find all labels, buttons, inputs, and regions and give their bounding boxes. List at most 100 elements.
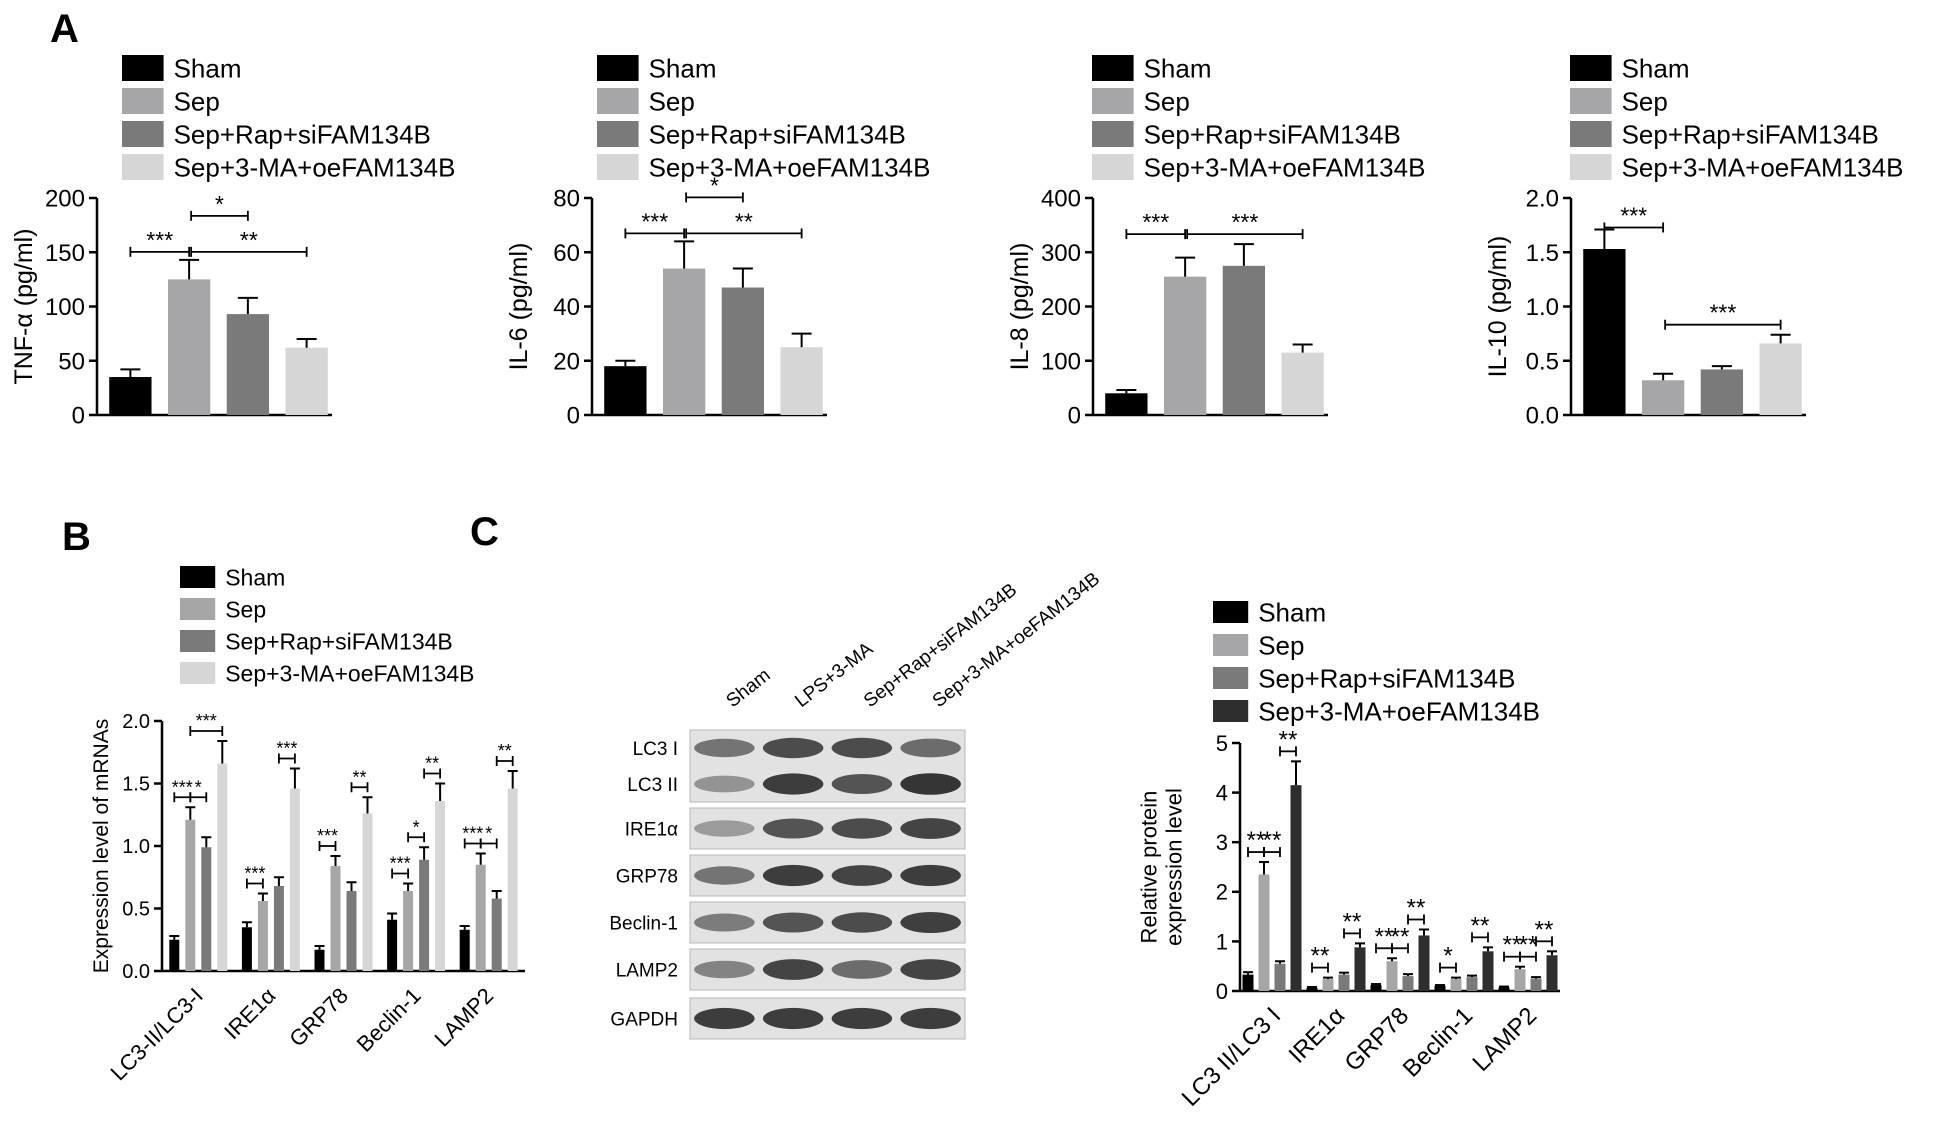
chart-c-bar <box>1242 974 1254 991</box>
chart-b-bar <box>314 949 325 971</box>
chart-a1-legend-label: Sep+3-MA+oeFAM134B <box>174 152 456 182</box>
chart-a3-significance-label: *** <box>1231 209 1258 235</box>
chart-a3-bar <box>1222 265 1266 415</box>
chart-a2-legend-swatch <box>597 88 639 114</box>
chart-c-y-tick-label: 5 <box>1216 731 1228 756</box>
blot-band-label: LC3 II <box>627 775 678 796</box>
chart-a2-y-tick-label: 60 <box>553 240 580 267</box>
chart-a3-legend-label: Sep+3-MA+oeFAM134B <box>1144 152 1426 182</box>
chart-a2-y-tick-label: 20 <box>553 348 580 375</box>
chart-b-bar <box>346 891 357 971</box>
chart-c-bar <box>1290 785 1302 991</box>
chart-a4-significance-label: *** <box>1620 202 1647 228</box>
chart-a2-legend-label: Sham <box>649 53 717 83</box>
chart-b-bar <box>475 864 486 971</box>
chart-c-significance-label: ** <box>1391 923 1410 950</box>
blot-band-label: Beclin-1 <box>609 914 678 935</box>
chart-b-significance-label: ** <box>498 741 512 761</box>
chart-c-significance-label: ** <box>1407 894 1426 921</box>
chart-a4-y-tick-label: 0.5 <box>1526 348 1559 375</box>
chart-a3-y-tick-label: 0 <box>1068 403 1081 430</box>
chart-a1-y-tick-label: 0 <box>72 403 85 430</box>
chart-b-significance-label: *** <box>462 824 483 844</box>
chart-b-bar <box>330 866 341 971</box>
chart-c-legend-label: Sep+Rap+siFAM134B <box>1258 663 1515 693</box>
chart-a1-bar <box>285 347 328 415</box>
chart-c-y-tick-label: 4 <box>1216 781 1228 806</box>
chart-c-y-axis-label: expression level <box>1162 788 1187 946</box>
chart-a1-legend-swatch <box>122 121 164 147</box>
blot-band <box>762 818 824 839</box>
chart-c-bar <box>1482 951 1494 991</box>
blot-band-label: LC3 I <box>633 739 678 760</box>
chart-a1-legend-label: Sep <box>174 86 220 116</box>
chart-b-bar <box>362 813 373 971</box>
chart-a3-legend-label: Sham <box>1144 53 1212 83</box>
chart-c-y-tick-label: 3 <box>1216 830 1228 855</box>
chart-a2-significance-label: * <box>710 172 719 198</box>
blot-band <box>762 737 824 759</box>
chart-b-x-tick-label: Beclin-1 <box>352 983 426 1057</box>
chart-b-x-tick-label: LAMP2 <box>430 983 499 1052</box>
chart-a2-bar <box>721 287 765 415</box>
chart-b-bar <box>435 801 446 971</box>
chart-a1-y-tick-label: 100 <box>45 294 85 321</box>
chart-b-significance-label: *** <box>244 864 265 884</box>
blot-band <box>694 866 755 885</box>
chart-b-legend-label: Sep+Rap+siFAM134B <box>225 628 453 654</box>
chart-a4-bar <box>1700 369 1744 415</box>
chart-c-legend-label: Sep <box>1258 630 1304 660</box>
chart-a1-y-tick-label: 50 <box>58 348 85 375</box>
chart-a2-bar <box>604 366 647 415</box>
chart-a3-legend-label: Sep <box>1144 86 1190 116</box>
blot-band <box>694 820 755 837</box>
blot-band <box>762 1007 824 1030</box>
chart-c-bar <box>1434 986 1446 991</box>
chart-b-y-tick-label: 0.0 <box>122 961 150 983</box>
chart-a3-bar <box>1281 352 1324 415</box>
chart-b-bar <box>185 819 196 971</box>
chart-b-legend-swatch <box>180 630 216 652</box>
chart-a2-y-tick-label: 80 <box>553 186 580 213</box>
blot-band <box>831 774 893 794</box>
chart-c-legend-label: Sham <box>1258 597 1326 627</box>
blot-band <box>762 959 824 980</box>
chart-a4-y-axis-label: IL-10 (pg/ml) <box>1484 236 1512 378</box>
chart-a3-y-axis-label: IL-8 (pg/ml) <box>1006 243 1034 371</box>
chart-b-bar <box>459 929 470 971</box>
chart-a1-bar <box>226 314 270 415</box>
chart-c-legend-swatch <box>1213 700 1249 722</box>
chart-c-bar <box>1354 947 1366 991</box>
chart-a1-legend-label: Sep+Rap+siFAM134B <box>174 119 431 149</box>
chart-a2-legend-swatch <box>597 154 639 180</box>
chart-b-y-tick-label: 0.5 <box>122 899 150 921</box>
blot-band <box>831 865 893 886</box>
blot-band <box>762 773 824 795</box>
chart-c-bar <box>1418 935 1430 991</box>
chart-a4-significance-label: *** <box>1709 300 1736 326</box>
chart-c-bar <box>1530 978 1542 991</box>
chart-a2-legend-swatch <box>597 55 639 81</box>
chart-b-bar <box>491 898 502 971</box>
chart-b-y-axis-label: Expression level of mRNAs <box>90 719 113 973</box>
blot-band <box>900 773 961 795</box>
chart-a1-legend-swatch <box>122 154 164 180</box>
chart-c-significance-label: ** <box>1375 923 1394 950</box>
blot-band <box>762 864 824 887</box>
chart-c-x-tick-label: LC3 II/LC3 I <box>1177 1002 1287 1112</box>
chart-c-bar <box>1338 974 1350 991</box>
chart-a2-legend-label: Sep+Rap+siFAM134B <box>649 119 906 149</box>
chart-b-bar <box>403 891 414 971</box>
chart-c-bar <box>1370 985 1382 991</box>
chart-b-x-tick-label: LC3-II/LC3-I <box>105 983 207 1085</box>
chart-a1-significance-label: * <box>215 191 224 217</box>
chart-b-bar <box>507 788 518 971</box>
chart-a2-y-tick-label: 40 <box>553 294 580 321</box>
chart-a1-y-axis-label: TNF-α (pg/ml) <box>10 228 38 384</box>
chart-c-significance-label: ** <box>1519 932 1538 959</box>
chart-a2-bar <box>662 268 706 415</box>
chart-c-significance-label: * <box>1443 943 1452 970</box>
chart-a2-legend-label: Sep <box>649 86 695 116</box>
chart-a1-y-tick-label: 200 <box>45 186 85 213</box>
chart-c-significance-label: ** <box>1343 908 1362 935</box>
